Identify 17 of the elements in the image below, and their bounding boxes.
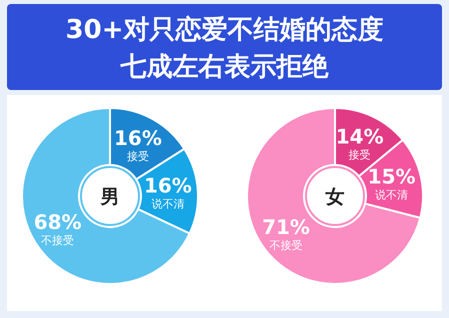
chart-subtitle: 七成左右表示拒绝 [120,52,330,82]
slice-label: 不接受 [270,239,303,252]
text: 女 [324,186,344,208]
text: 男 [100,186,120,208]
slice-label: 接受 [126,150,149,164]
data-label: 15% [368,164,416,188]
data-label: 16% [144,173,192,198]
data-label: 68% [34,210,82,234]
slice-label: 不接受 [41,234,74,248]
data-label: 16% [114,126,162,150]
data-label: 14% [336,124,384,149]
chart-title: 30+对只恋爱不结婚的态度 [66,15,384,45]
data-label: 71% [262,215,310,239]
slice-label: 说不清 [151,197,184,210]
slice-label: 接受 [348,148,371,162]
slice-label: 说不清 [375,188,408,202]
donut-slice [246,107,422,285]
